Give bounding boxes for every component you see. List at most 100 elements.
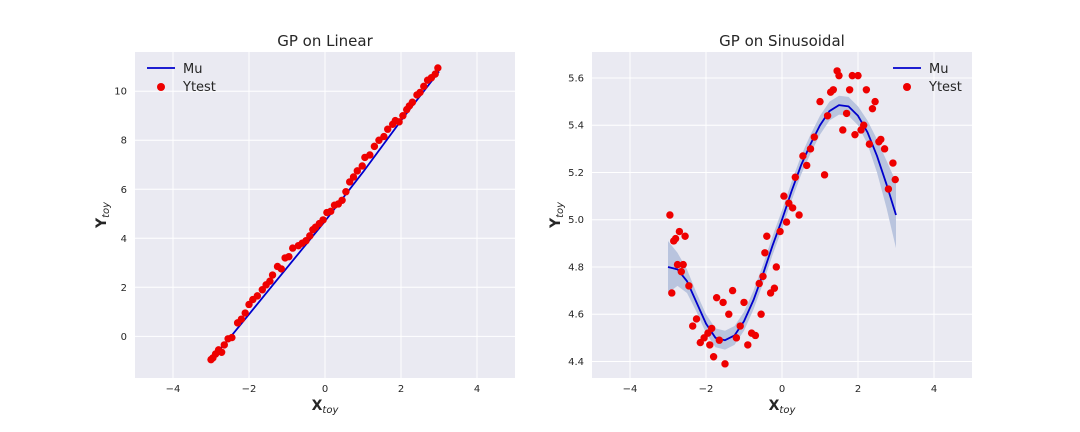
chart-title: GP on Linear bbox=[277, 32, 373, 50]
ytest-point bbox=[666, 211, 674, 219]
ytest-point bbox=[266, 277, 274, 285]
legend-mu-label: Mu bbox=[929, 62, 948, 77]
x-tick-label: −4 bbox=[623, 384, 638, 395]
ytest-point bbox=[763, 232, 771, 240]
x-tick-label: −2 bbox=[242, 384, 257, 395]
ytest-point bbox=[889, 159, 897, 167]
ytest-point bbox=[806, 145, 815, 153]
ytest-point bbox=[712, 293, 721, 302]
ytest-point bbox=[692, 315, 701, 323]
ytest-point bbox=[835, 71, 843, 80]
legend-ytest-swatch bbox=[157, 83, 165, 91]
x-tick-label: 0 bbox=[779, 384, 785, 395]
ytest-point bbox=[349, 173, 358, 181]
ytest-point bbox=[277, 265, 285, 273]
ytest-point bbox=[416, 88, 424, 97]
ytest-point bbox=[842, 109, 851, 118]
ytest-point bbox=[839, 126, 847, 134]
x-axis-label-main: X bbox=[312, 398, 323, 414]
ytest-point bbox=[799, 152, 807, 160]
ytest-point bbox=[217, 348, 226, 356]
ytest-point bbox=[759, 272, 767, 281]
ytest-point bbox=[268, 271, 277, 279]
x-tick-labels: −4 −2 0 2 4 bbox=[623, 384, 938, 395]
ytest-point bbox=[241, 309, 249, 317]
y-tick-labels: 4.4 4.6 4.8 5.0 5.2 5.4 5.6 bbox=[568, 73, 584, 367]
ytest-point bbox=[829, 86, 837, 94]
ytest-point bbox=[719, 298, 727, 307]
ytest-point bbox=[706, 341, 714, 349]
mu-line bbox=[667, 104, 897, 342]
ytest-point bbox=[851, 130, 859, 139]
x-axis-label-sub: toy bbox=[779, 405, 796, 416]
ytest-point bbox=[728, 286, 737, 295]
y-tick-label: 5.0 bbox=[568, 215, 584, 226]
y-tick-label: 5.6 bbox=[568, 73, 584, 84]
y-tick-labels: 0 2 4 6 8 10 bbox=[114, 87, 127, 343]
y-tick-label: 10 bbox=[114, 87, 127, 98]
legend-ytest-swatch bbox=[903, 83, 911, 91]
confidence-band bbox=[668, 95, 896, 350]
y-axis-label: Ytoy bbox=[94, 201, 112, 229]
ytest-point bbox=[780, 192, 788, 200]
chart-title: GP on Sinusoidal bbox=[719, 32, 845, 50]
y-tick-label: 8 bbox=[121, 136, 127, 147]
y-axis-label-main: Y bbox=[548, 217, 564, 229]
legend-ytest-label: Ytest bbox=[928, 80, 962, 95]
ytest-point bbox=[757, 310, 765, 318]
ytest-point bbox=[237, 315, 246, 323]
mu-line-path bbox=[667, 104, 897, 342]
ytest-point bbox=[755, 279, 763, 288]
ytest-point bbox=[327, 207, 335, 216]
ytest-point bbox=[668, 289, 676, 297]
ytest-point bbox=[675, 227, 684, 236]
ytest-point bbox=[880, 145, 889, 153]
ytest-point bbox=[319, 216, 327, 224]
ytest-point bbox=[884, 185, 893, 193]
ytest-point bbox=[689, 322, 697, 330]
ytest-point bbox=[285, 252, 293, 261]
ytest-point bbox=[770, 284, 779, 292]
ytest-point bbox=[420, 82, 428, 91]
ytest-point bbox=[751, 331, 760, 340]
ytest-point bbox=[289, 244, 297, 252]
legend: Mu Ytest bbox=[147, 62, 216, 95]
ytest-point bbox=[384, 125, 392, 133]
ytest-point bbox=[868, 104, 877, 113]
x-tick-label: 4 bbox=[474, 384, 480, 395]
y-tick-label: 0 bbox=[121, 332, 127, 343]
y-tick-label: 6 bbox=[121, 185, 127, 196]
x-axis-label: Xtoy bbox=[769, 398, 797, 416]
x-tick-label: 2 bbox=[398, 384, 404, 395]
ytest-point bbox=[721, 360, 729, 368]
ytest-point bbox=[860, 121, 868, 129]
ytest-point bbox=[681, 232, 689, 240]
ytest-point bbox=[709, 353, 718, 361]
ytest-point bbox=[399, 112, 407, 120]
ytest-point bbox=[358, 162, 366, 170]
ytest-point bbox=[673, 260, 682, 269]
x-axis-label-main: X bbox=[769, 398, 780, 414]
ytest-point bbox=[865, 140, 874, 148]
x-tick-label: −4 bbox=[166, 384, 181, 395]
ytest-point bbox=[823, 112, 832, 120]
ytest-point bbox=[810, 133, 818, 141]
y-tick-label: 4.4 bbox=[568, 357, 584, 368]
y-axis-label-main: Y bbox=[94, 217, 110, 229]
ytest-point bbox=[715, 336, 723, 344]
y-axis-label-sub: toy bbox=[101, 201, 112, 218]
y-tick-label: 5.4 bbox=[568, 121, 584, 132]
ytest-points bbox=[207, 64, 442, 364]
ytest-point bbox=[891, 175, 899, 184]
ytest-point bbox=[791, 173, 799, 181]
ytest-point bbox=[338, 196, 346, 204]
x-tick-label: 2 bbox=[855, 384, 861, 395]
y-tick-label: 5.2 bbox=[568, 168, 584, 179]
ytest-point bbox=[679, 260, 687, 269]
ytest-point bbox=[877, 135, 885, 144]
legend: Mu Ytest bbox=[893, 62, 962, 95]
sinusoidal-panel: −4 −2 0 2 4 4.4 4.6 4.8 5.0 5.2 5.4 5.6 GP on Sinu… bbox=[548, 32, 972, 416]
ytest-point bbox=[353, 167, 361, 175]
ytest-point bbox=[845, 86, 854, 94]
ytest-point bbox=[685, 282, 693, 290]
